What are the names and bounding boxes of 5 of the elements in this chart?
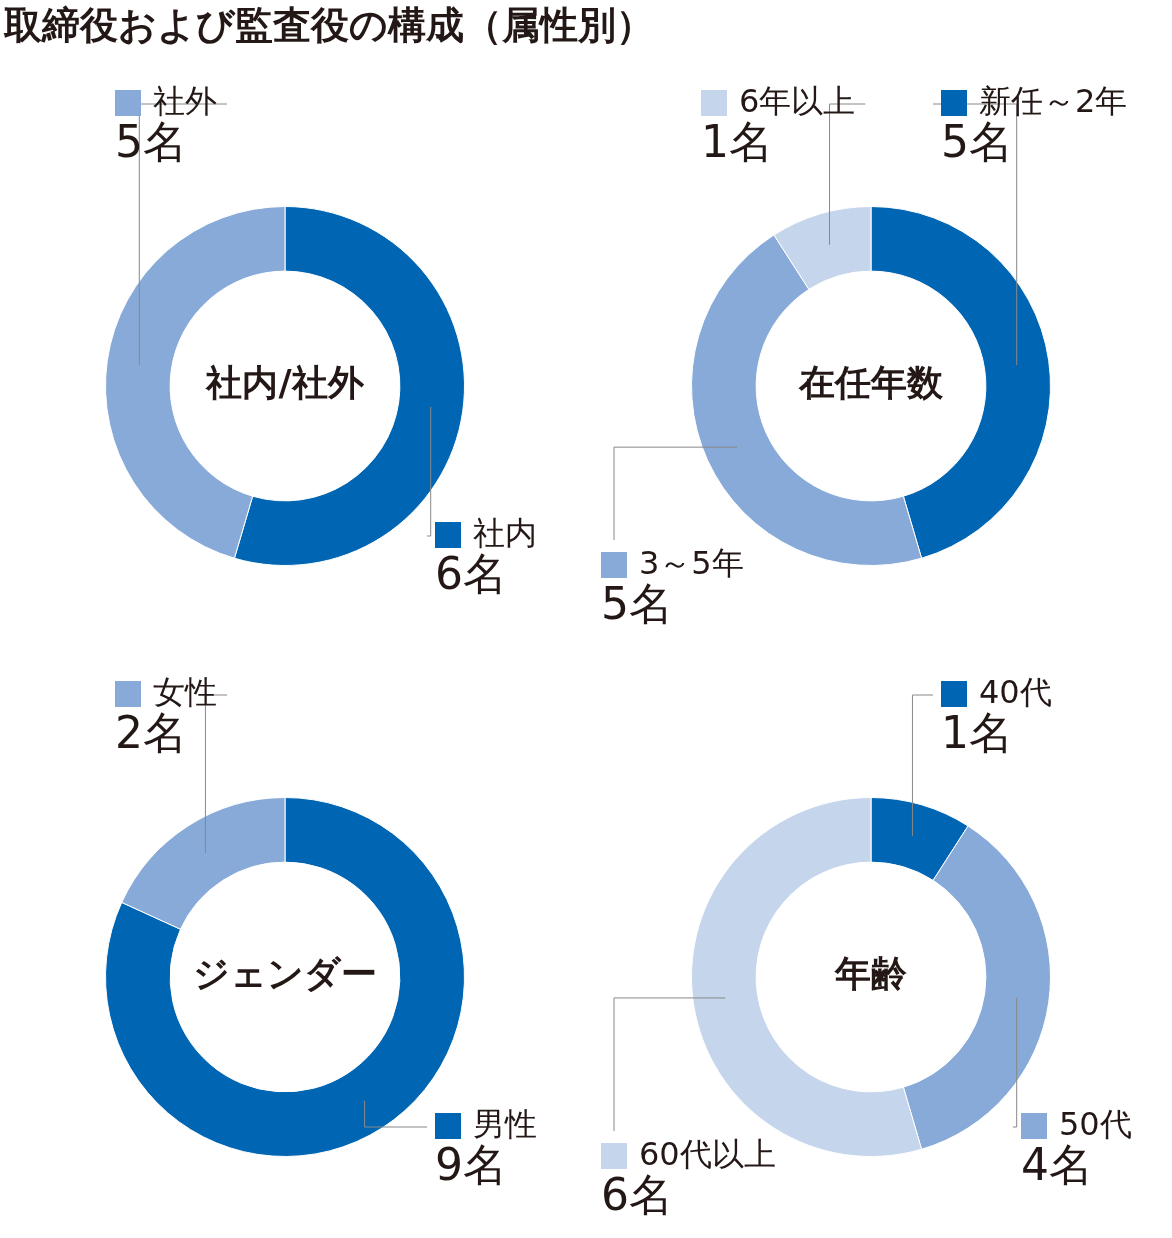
text: 取締役および監査役の構成（属性別）	[2, 2, 655, 49]
text: 社内/社外	[205, 362, 365, 404]
text: 年齢	[834, 953, 907, 995]
text: ジェンダー	[193, 953, 377, 995]
text: 在任年数	[798, 362, 944, 404]
